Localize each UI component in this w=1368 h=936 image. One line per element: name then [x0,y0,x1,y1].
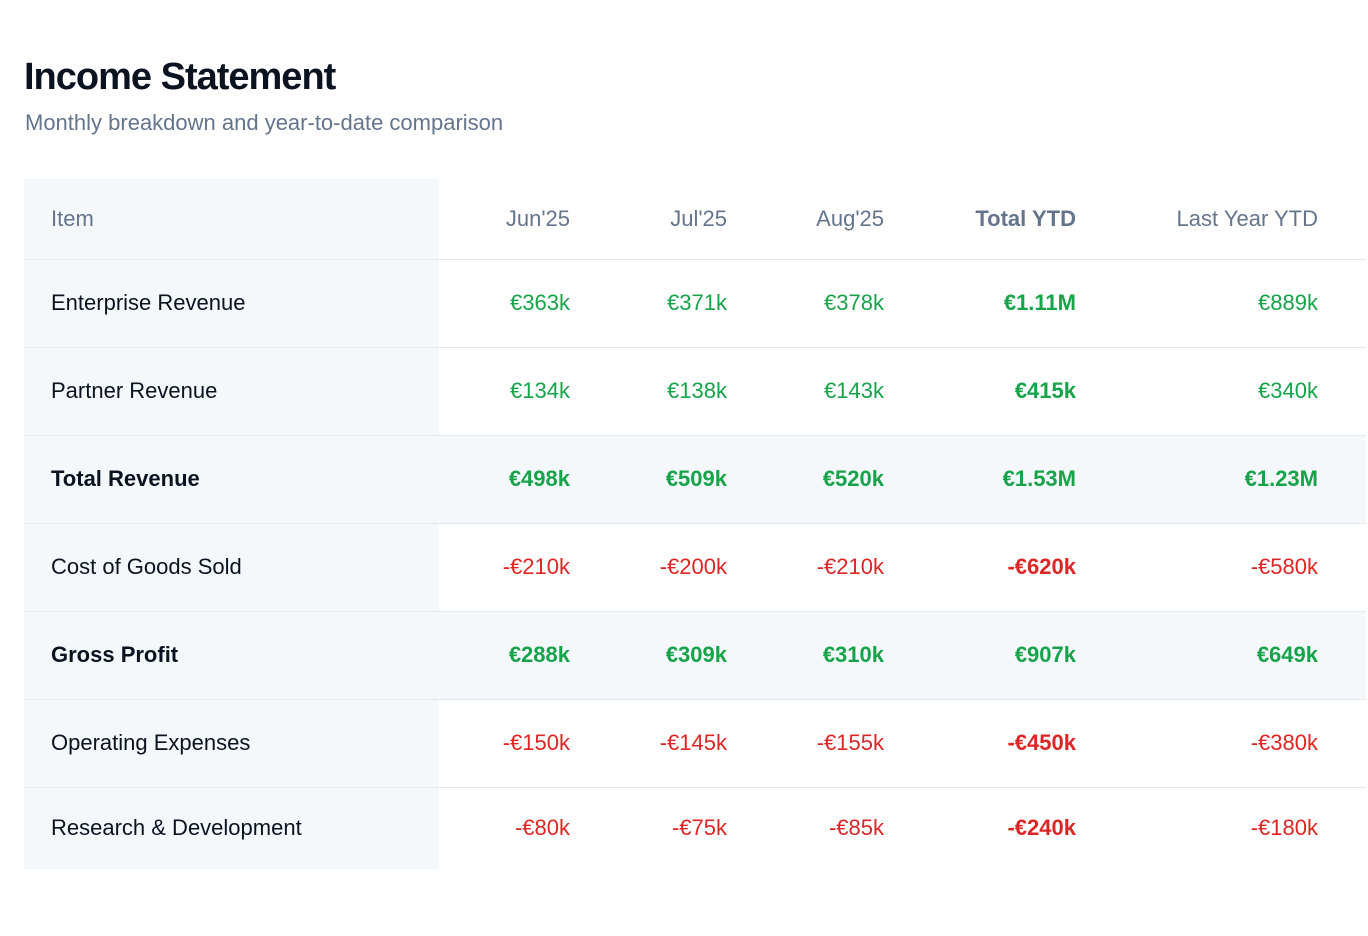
column-header-aug[interactable]: Aug'25 [727,179,884,260]
cell-jun: €134k [439,347,570,436]
cell-jun: -€150k [439,699,570,788]
cell-last-year-ytd: €1.23M [1076,435,1366,524]
cell-aug: €143k [727,347,884,436]
row-label: Operating Expenses [24,699,439,788]
cell-jun: -€80k [514,815,570,841]
page-subtitle: Monthly breakdown and year-to-date compa… [25,110,504,135]
cell-last-year-ytd: -€380k [1076,699,1366,788]
cell-total-ytd: -€620k [884,523,1076,612]
cell-jul: €371k [570,259,727,348]
table-header-row: Item Jun'25 Jul'25 Aug'25 Total YTD Last… [24,179,1366,260]
cell-jul: -€145k [570,699,727,788]
cell-last-year-ytd: €340k [1076,347,1366,436]
cell-aug: €520k [727,435,884,524]
table-row: Partner Revenue €134k €138k €143k €415k … [24,347,1366,436]
cell-jun: €363k [439,259,570,348]
cell-total-ytd: €1.11M [884,259,1076,348]
row-label: Total Revenue [24,435,439,524]
table-row: Gross Profit €288k €309k €310k €907k €64… [24,611,1366,700]
row-label: Partner Revenue [24,347,439,436]
cell-jul: €309k [570,611,727,700]
page-title: Income Statement [24,56,336,98]
cell-total-ytd: €1.53M [884,435,1076,524]
cell-last-year-ytd: -€180k [1250,815,1318,841]
row-label: Research & Development [24,787,439,869]
cell-aug: -€210k [727,523,884,612]
cell-aug: -€155k [727,699,884,788]
cell-jul: -€75k [671,815,727,841]
cell-jul: -€200k [570,523,727,612]
cell-aug: €310k [727,611,884,700]
column-header-jun[interactable]: Jun'25 [439,179,570,260]
table-row: Enterprise Revenue €363k €371k €378k €1.… [24,259,1366,348]
column-header-total-ytd[interactable]: Total YTD [884,179,1076,260]
table-row: Total Revenue €498k €509k €520k €1.53M €… [24,435,1366,524]
cell-jun: €288k [439,611,570,700]
cell-aug: €378k [727,259,884,348]
cell-jul: €509k [570,435,727,524]
cell-aug: -€85k [828,815,884,841]
cell-total-ytd: €415k [884,347,1076,436]
table-row: Research & Development -€80k -€75k -€85k… [24,787,1366,869]
table-row: Operating Expenses -€150k -€145k -€155k … [24,699,1366,788]
cell-last-year-ytd: -€580k [1076,523,1366,612]
income-statement-table: Item Jun'25 Jul'25 Aug'25 Total YTD Last… [24,179,1366,869]
cell-last-year-ytd: €889k [1076,259,1366,348]
column-header-last-year-ytd[interactable]: Last Year YTD [1076,179,1366,260]
cell-last-year-ytd: €649k [1076,611,1366,700]
cell-total-ytd: €907k [884,611,1076,700]
row-label: Gross Profit [24,611,439,700]
table-row: Cost of Goods Sold -€210k -€200k -€210k … [24,523,1366,612]
column-header-jul[interactable]: Jul'25 [570,179,727,260]
column-header-item[interactable]: Item [24,179,439,260]
cell-jul: €138k [570,347,727,436]
row-label: Enterprise Revenue [24,259,439,348]
cell-total-ytd: -€450k [884,699,1076,788]
row-label: Cost of Goods Sold [24,523,439,612]
cell-total-ytd: -€240k [1007,815,1076,841]
cell-jun: -€210k [439,523,570,612]
cell-jun: €498k [439,435,570,524]
